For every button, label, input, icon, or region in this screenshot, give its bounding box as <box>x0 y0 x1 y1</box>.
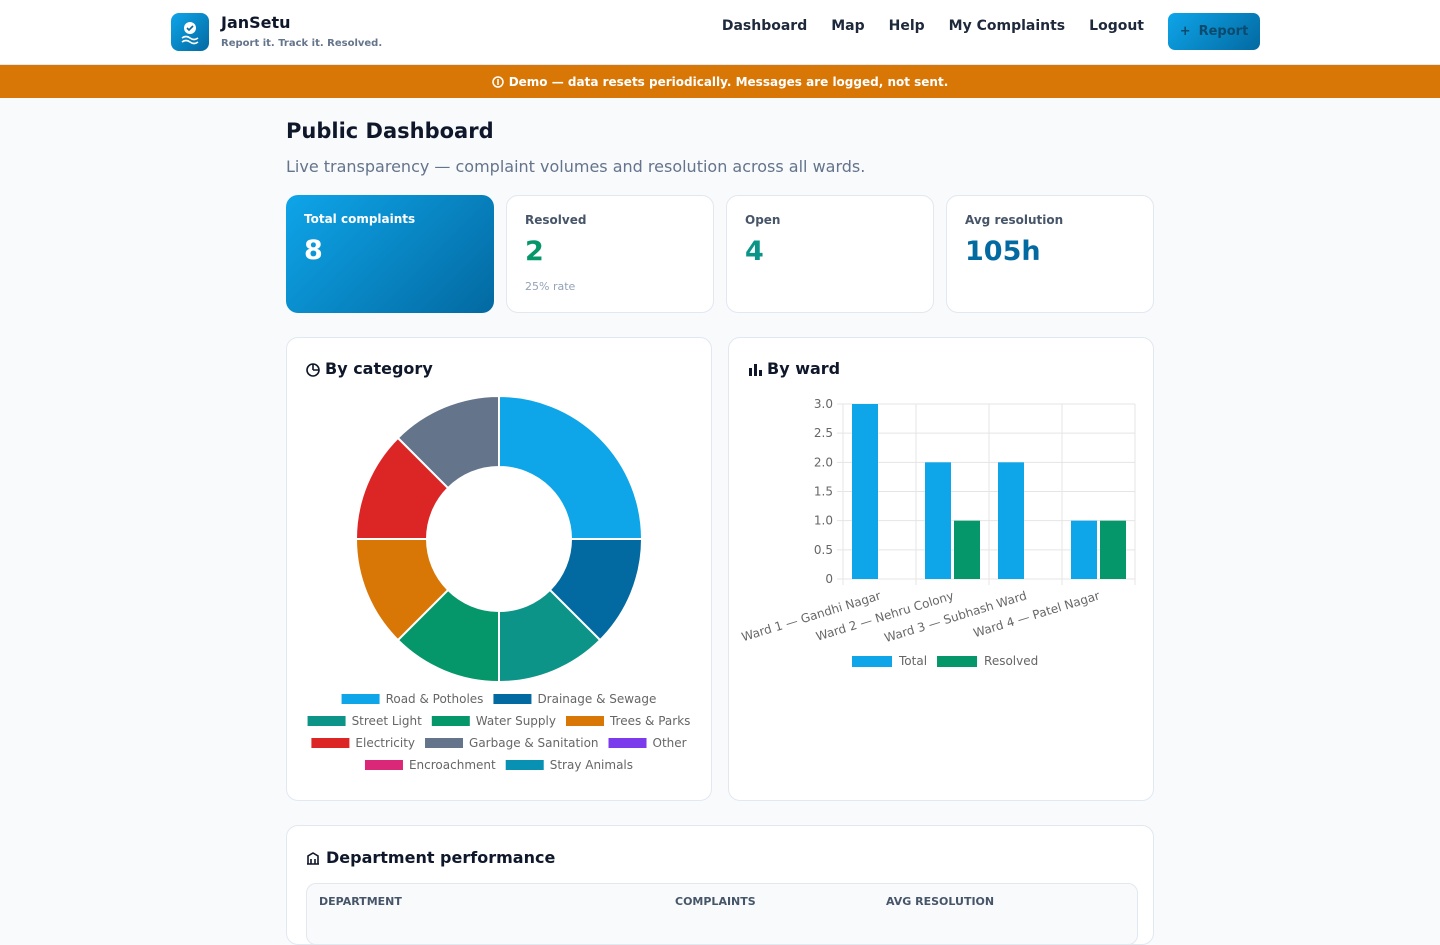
tagline: Report it. Track it. Resolved. <box>221 38 383 49</box>
slice <box>498 394 644 540</box>
legend-label: Resolved <box>984 654 1038 668</box>
nav-link[interactable]: Map <box>831 18 865 34</box>
legend-swatch <box>852 656 892 667</box>
button-label: Report <box>1198 24 1249 39</box>
bar <box>1100 520 1126 579</box>
charts: By category By ward Road & Potholes Drain… <box>306 359 1136 772</box>
y-tick-label: 2.0 <box>814 455 833 469</box>
stat-label: Resolved <box>525 213 587 227</box>
stat-label: Open <box>745 213 781 227</box>
chart-title: By category <box>325 359 433 378</box>
legend-label: Total <box>898 654 927 668</box>
legend-label: Stray Animals <box>550 758 633 772</box>
stat-value: 4 <box>745 236 764 267</box>
legend-swatch <box>364 760 403 770</box>
bar-icon <box>749 364 762 376</box>
stat-value: 8 <box>304 235 323 266</box>
page-subtitle: Live transparency — complaint volumes an… <box>286 157 866 176</box>
stat-card: Open 4 <box>726 195 934 313</box>
y-tick-label: 0 <box>825 572 833 586</box>
legend-swatch <box>311 738 350 748</box>
info-icon <box>491 75 504 88</box>
y-tick-label: 1.5 <box>814 485 833 499</box>
stat-label: Avg resolution <box>965 213 1064 227</box>
stat-value: 2 <box>525 236 544 267</box>
demo-banner: Demo — data resets periodically. Message… <box>0 65 1440 98</box>
legend-swatch <box>505 760 544 770</box>
pie-icon <box>306 363 320 377</box>
banner-text: Demo — data resets periodically. Message… <box>508 74 949 89</box>
legend-label: Drainage & Sewage <box>537 692 656 706</box>
legend-swatch <box>493 694 532 704</box>
nav: Dashboard Map Help My Complaints Logout <box>698 15 1144 34</box>
legend-swatch <box>608 738 647 748</box>
legend-swatch <box>565 716 604 726</box>
stat-label: Total complaints <box>304 212 416 226</box>
chart-title: By ward <box>767 359 840 378</box>
stat-note: 25% rate <box>525 280 576 293</box>
legend-label: Trees & Parks <box>609 714 690 728</box>
legend-label: Other <box>653 736 687 750</box>
slice <box>396 394 500 490</box>
y-tick-label: 3.0 <box>814 397 833 411</box>
x-tick-label: Ward 4 — Patel Nagar <box>972 588 1102 640</box>
y-tick-label: 1.0 <box>814 514 833 528</box>
building-icon <box>307 851 319 865</box>
bar <box>998 462 1024 579</box>
y-tick-label: 0.5 <box>814 543 833 557</box>
legend-swatch <box>307 716 346 726</box>
legend-label: Encroachment <box>409 758 496 772</box>
report-button[interactable]: + Report <box>1168 13 1260 50</box>
legend-label: Road & Potholes <box>386 692 484 706</box>
nav-link[interactable]: Help <box>888 18 925 34</box>
nav-link[interactable]: Logout <box>1089 18 1144 34</box>
section-title: Department performance <box>306 848 555 867</box>
legend-swatch <box>937 656 978 667</box>
y-tick-label: 2.5 <box>814 426 833 440</box>
nav-link[interactable]: Dashboard <box>721 18 808 34</box>
stat-value: 105h <box>965 236 1041 267</box>
legend-label: Water Supply <box>476 714 556 728</box>
logo[interactable] <box>171 13 209 51</box>
legend-label: Electricity <box>355 736 415 750</box>
legend-label: Street Light <box>352 714 423 728</box>
bar <box>1071 520 1097 579</box>
stat-card: Total complaints 8 <box>286 195 494 313</box>
brand[interactable]: JanSetu <box>221 13 291 32</box>
bar <box>852 404 878 579</box>
header: JanSetu Report it. Track it. Resolved. D… <box>0 0 1440 65</box>
bar <box>925 462 951 579</box>
nav-link[interactable]: My Complaints <box>948 18 1066 34</box>
legend-swatch <box>431 716 470 726</box>
bar <box>954 520 980 579</box>
page-title: Public Dashboard <box>286 119 494 143</box>
legend-swatch <box>341 694 380 704</box>
stat-card: Avg resolution 105h <box>946 195 1154 313</box>
legend-label: Garbage & Sanitation <box>469 736 599 750</box>
title-text: Department performance <box>326 848 556 867</box>
legend-swatch <box>425 738 464 748</box>
stat-card: Resolved 2 25% rate <box>506 195 714 313</box>
plus-icon: + <box>1179 24 1191 39</box>
